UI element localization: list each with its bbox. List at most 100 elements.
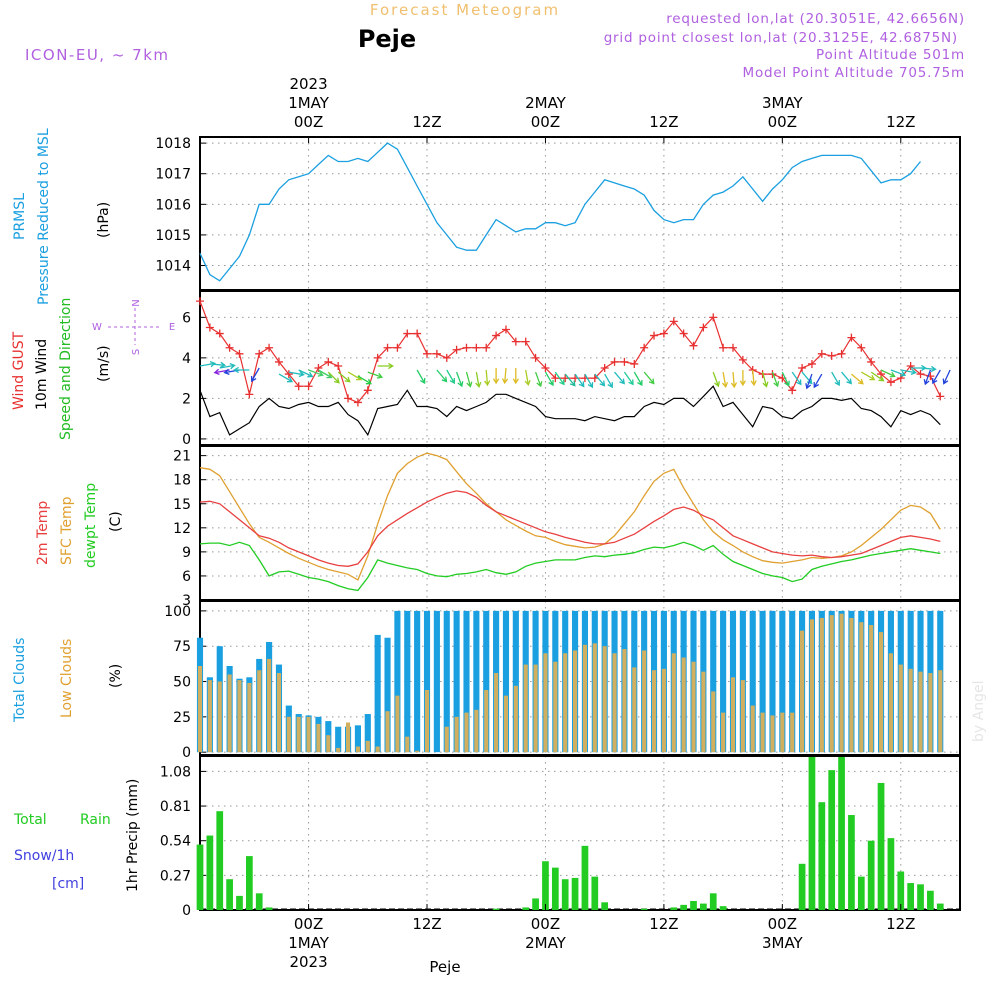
gust-marker	[807, 359, 816, 368]
total-cloud-bar	[335, 726, 342, 753]
low-cloud-bar	[217, 681, 222, 753]
precip-bar	[680, 904, 687, 910]
precip-bar	[216, 811, 224, 910]
gust-marker	[847, 333, 856, 342]
precip-bar	[245, 856, 253, 910]
wind-direction-arrow	[574, 373, 585, 388]
y-tick-label: 1017	[155, 167, 191, 183]
low-cloud-bar	[849, 617, 854, 753]
precip-total-label: Total	[13, 812, 47, 828]
low-cloud-bar	[415, 750, 420, 753]
precip-bar	[551, 867, 559, 910]
gust-marker	[768, 370, 777, 379]
gust-marker	[650, 331, 659, 340]
prmsl-desc-label: Pressure Reduced to MSL	[36, 128, 52, 305]
wind-direction-arrow	[455, 371, 464, 388]
low-cloud-bar	[602, 646, 607, 753]
wind-speed-line	[199, 385, 941, 437]
y-tick-label: 6	[182, 569, 191, 585]
wind-direction-arrow	[594, 373, 606, 387]
gust-marker	[383, 343, 392, 352]
gust-marker	[719, 343, 728, 352]
time-tick-label-top: 2023	[289, 75, 327, 93]
gust-marker	[501, 325, 510, 334]
time-tick-label-bottom: 12Z	[649, 915, 678, 933]
time-tick-label-top: 12Z	[412, 113, 441, 131]
total-cloud-bar	[502, 610, 510, 753]
low-cloud-bar	[563, 653, 568, 753]
y-tick-label: 2	[182, 391, 191, 407]
gust-marker	[393, 343, 402, 352]
low-cloud-bar	[553, 661, 558, 753]
wind-direction-arrow	[831, 371, 840, 387]
wind-unit-label: (m/s)	[96, 345, 112, 382]
total-cloud-bar	[423, 610, 431, 753]
wind-direction-arrow	[643, 371, 655, 385]
total-cloud-bar	[483, 610, 490, 753]
precip-bar	[690, 901, 697, 910]
total-cloud-bar	[720, 610, 727, 753]
gust-marker	[442, 353, 451, 362]
total-cloud-bar	[414, 610, 421, 753]
prmsl-label: PRMSL	[12, 193, 28, 240]
time-tick-label-bottom: 1MAY	[288, 934, 330, 952]
gust-marker	[294, 382, 303, 391]
gust-marker	[245, 390, 254, 399]
low-cloud-bar	[405, 736, 410, 753]
wind-direction-arrow	[880, 369, 896, 378]
y-tick-label: 0	[182, 432, 191, 448]
wind-direction-arrow	[512, 368, 519, 385]
precip-bar	[897, 871, 905, 910]
wind-direction-arrow	[233, 366, 250, 374]
snow-label: Snow/1h	[14, 848, 74, 864]
wind-direction-arrow	[524, 369, 531, 387]
wind-direction-arrow	[337, 371, 351, 383]
low-cloud-bar	[336, 747, 341, 753]
low-cloud-bar	[316, 723, 321, 753]
low-cloud-bar	[227, 674, 232, 753]
model-label: ICON-EU, ~ 7km	[25, 46, 170, 64]
precip-bar	[719, 906, 727, 910]
gust-marker	[640, 343, 649, 352]
wind-direction-arrow	[534, 371, 543, 388]
low-cloud-bar	[454, 716, 459, 753]
gust-marker	[462, 343, 471, 352]
precip-bar	[581, 845, 589, 910]
low-cloud-bar	[790, 712, 795, 753]
time-tick-label-top: 2MAY	[525, 94, 567, 112]
wind-direction-arrow	[250, 367, 260, 383]
wind-direction-arrow	[739, 370, 746, 387]
precip-bar	[838, 757, 845, 910]
precip-bar	[670, 907, 678, 910]
wind-direction-arrow	[327, 371, 340, 384]
wind-direction-arrow	[805, 373, 813, 390]
gust-label: Wind GUST	[11, 331, 27, 410]
low-cloud-bar	[721, 712, 726, 753]
total-clouds-label: Total Clouds	[12, 638, 28, 723]
low-cloud-bar	[296, 716, 301, 753]
wind-direction-arrow	[446, 369, 455, 385]
low-cloud-bar	[681, 657, 686, 753]
low-cloud-bar	[671, 653, 676, 753]
compass-n: N	[131, 299, 142, 306]
low-cloud-bar	[424, 690, 430, 753]
wind-direction-arrow	[750, 369, 757, 387]
wind-direction-arrow	[791, 371, 802, 386]
total-cloud-bar	[443, 610, 450, 753]
low-cloud-bar	[829, 615, 834, 753]
wind-direction-arrow	[761, 371, 769, 388]
gust-marker	[255, 349, 264, 358]
gust-marker	[610, 357, 619, 366]
wind-direction-arrow	[475, 371, 482, 389]
low-cloud-bar	[938, 670, 943, 753]
precip-bar	[226, 879, 233, 910]
gust-marker	[492, 331, 501, 340]
precip-bar	[798, 863, 806, 910]
low-cloud-bar	[622, 649, 627, 753]
model-point-altitude: Model Point Altitude 705.75m	[743, 65, 965, 81]
wind-direction-arrow	[347, 371, 363, 381]
wind-direction-arrow	[298, 369, 314, 378]
wind-direction-arrow	[308, 369, 324, 377]
total-cloud-bar	[789, 610, 796, 753]
